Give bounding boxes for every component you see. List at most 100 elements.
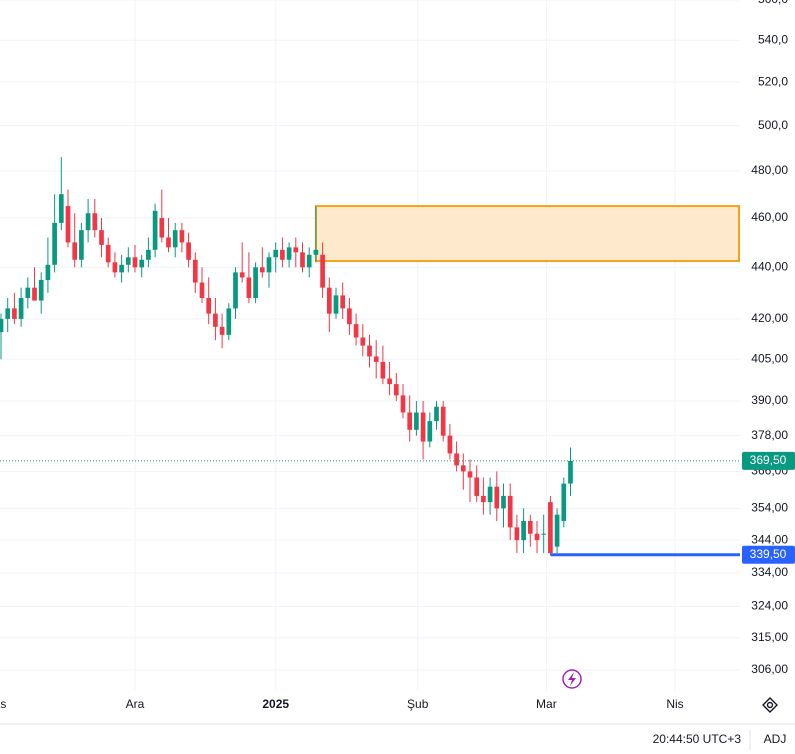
candle-body	[18, 297, 24, 319]
candle-body	[119, 264, 124, 273]
candle-body	[206, 297, 212, 314]
candle-body	[172, 230, 178, 248]
candle-body	[353, 324, 359, 338]
candle-body	[373, 356, 379, 362]
candle-body	[32, 287, 37, 301]
candle-body	[514, 527, 520, 541]
candle-body	[105, 244, 111, 263]
y-tick-label: 405,00	[751, 351, 788, 365]
candle-body	[12, 308, 17, 319]
candle-body	[273, 249, 279, 258]
candle-body	[360, 337, 366, 346]
adj-button[interactable]: ADJ	[764, 732, 787, 746]
candle-body	[306, 254, 312, 268]
plot	[0, 157, 740, 557]
candle-body	[347, 308, 352, 325]
candle-body	[326, 287, 332, 314]
candle-body	[568, 460, 573, 484]
y-tick-label: 520,0	[758, 74, 788, 88]
x-tick-label: Ara	[126, 697, 145, 711]
last-price-label: 369,50	[750, 453, 787, 467]
y-tick-label: 560,0	[758, 0, 788, 6]
marker-box	[742, 545, 795, 564]
candle-body	[233, 272, 238, 309]
x-tick-label: Mar	[536, 697, 557, 711]
settings-icon[interactable]	[762, 697, 778, 713]
candle-body	[501, 495, 506, 509]
candle-body	[253, 267, 258, 298]
candle-body	[367, 345, 372, 357]
lightning-icon[interactable]	[562, 669, 582, 689]
candle-body	[45, 264, 51, 280]
candle-body	[146, 249, 151, 260]
candle-body	[420, 412, 426, 442]
x-tick-label: Kas	[0, 697, 6, 711]
candle-body	[487, 486, 493, 503]
candle-body	[300, 252, 305, 268]
candle-body	[434, 406, 439, 422]
y-tick-label: 334,00	[751, 565, 788, 579]
candle-body	[259, 267, 265, 273]
candle-body	[507, 495, 513, 528]
candle-body	[527, 520, 533, 534]
y-tick-label: 324,00	[751, 599, 788, 613]
zone	[314, 205, 740, 263]
candle-body	[280, 249, 285, 260]
candle-body	[333, 295, 339, 314]
candle-body	[440, 406, 446, 436]
y-tick-label: 540,0	[758, 32, 788, 46]
candle-body	[534, 533, 540, 541]
candle-body	[52, 222, 57, 265]
candle-body	[152, 210, 158, 250]
candle-body	[72, 242, 78, 260]
y-tick-label: 420,00	[751, 311, 788, 325]
y-tick-label: 440,00	[751, 259, 788, 273]
candle-body	[166, 237, 171, 248]
candle-body	[467, 471, 473, 478]
candle-body	[340, 295, 346, 309]
candle-body	[293, 247, 299, 253]
candle-body	[139, 259, 145, 268]
candle-body	[125, 257, 131, 265]
marker-label: 339,50	[750, 547, 787, 561]
candle-body	[561, 483, 567, 521]
y-tick-label: 378,00	[751, 428, 788, 442]
candle-body	[521, 520, 526, 541]
y-tick-label: 460,00	[751, 210, 788, 224]
candle-body	[199, 282, 205, 298]
candle-body	[393, 384, 399, 396]
candle-body	[414, 412, 419, 430]
candle-body	[38, 279, 44, 301]
candle-body	[494, 486, 500, 509]
axes: 560,0 540,0 520,0 500,0 480,00 460,00 440,00 42…	[0, 0, 795, 711]
candle-body	[79, 230, 84, 260]
candle-body	[159, 218, 165, 238]
y-tick-label: 480,00	[751, 163, 788, 177]
candle-body	[99, 230, 104, 245]
candle-body	[460, 465, 466, 472]
candle-body	[239, 272, 245, 278]
candle-body	[548, 502, 553, 554]
x-tick-label: Nis	[666, 697, 683, 711]
candle-body	[246, 277, 252, 298]
candle-body	[179, 230, 185, 243]
candle-body	[58, 194, 64, 223]
candle-body	[186, 242, 191, 260]
candle-body	[400, 395, 406, 413]
x-tick-label: Şub	[407, 697, 429, 711]
candle-body	[0, 318, 4, 333]
x-tick-label: 2025	[262, 697, 289, 711]
y-tick-label: 354,00	[751, 501, 788, 515]
candle-body	[407, 412, 413, 430]
candle-body	[454, 453, 459, 466]
candle-body	[313, 249, 319, 255]
candle-body	[85, 213, 91, 231]
candle-body	[387, 378, 392, 385]
candle-body	[447, 435, 453, 454]
candle-body	[320, 254, 325, 288]
y-tick-label: 315,00	[751, 630, 788, 644]
candle-body	[213, 313, 218, 327]
candle-body	[481, 495, 486, 503]
candle-body	[112, 262, 118, 273]
